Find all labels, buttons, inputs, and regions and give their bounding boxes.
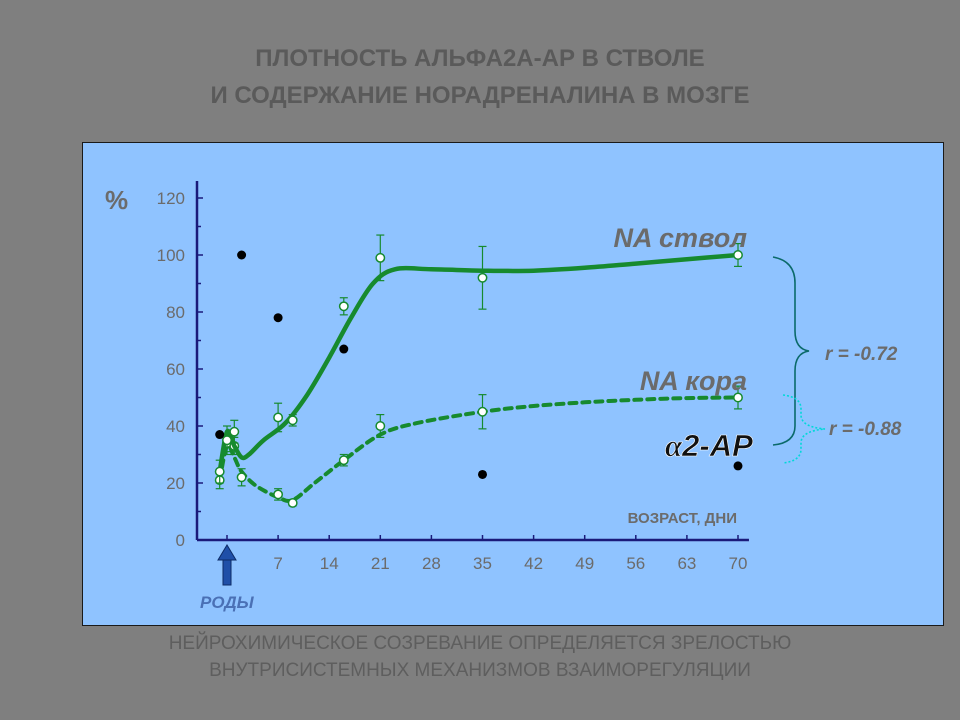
x-tick-label: 70	[729, 554, 748, 573]
x-tick-label: 21	[371, 554, 390, 573]
footer-line-1: НЕЙРОХИМИЧЕСКОЕ СОЗРЕВАНИЕ ОПРЕДЕЛЯЕТСЯ …	[168, 633, 792, 654]
y-tick-label: 60	[166, 360, 185, 379]
y-tick-label: 0	[176, 531, 185, 550]
alpha2-ar-text: 2-АР	[681, 428, 753, 463]
label-na-stem: NA ствол	[614, 223, 748, 253]
x-tick-label: 63	[677, 554, 696, 573]
x-tick-label: 49	[575, 554, 594, 573]
slide-title: ПЛОТНОСТЬ АЛЬФА2А-АР В СТВОЛЕ И СОДЕРЖАН…	[0, 40, 960, 114]
y-tick-label: 40	[166, 417, 185, 436]
data-point	[478, 469, 487, 479]
birth-arrow-annotation: РОДЫ	[200, 544, 255, 612]
birth-arrow-icon	[217, 544, 237, 561]
data-point	[222, 435, 232, 446]
data-point	[237, 250, 247, 260]
data-point	[287, 415, 298, 426]
data-point	[229, 426, 240, 437]
data-point	[214, 466, 225, 477]
slide-title-line-1: ПЛОТНОСТЬ АЛЬФА2А-АР В СТВОЛЕ	[255, 45, 705, 72]
data-point	[236, 472, 247, 483]
data-point	[375, 252, 386, 263]
y-axis-label: %	[105, 185, 128, 215]
data-point	[339, 344, 349, 354]
correlation-cortex-label: r = -0.88	[829, 419, 902, 440]
data-point	[733, 461, 743, 471]
series-line-na_stem	[217, 252, 741, 474]
x-tick-label: 42	[524, 554, 543, 573]
data-point	[338, 455, 349, 466]
data-point	[733, 392, 743, 403]
data-point	[273, 412, 284, 423]
birth-arrow-label: РОДЫ	[200, 593, 255, 612]
data-point	[477, 272, 488, 283]
slide-title-line-2: И СОДЕРЖАНИЕ НОРАДРЕНАЛИНА В МОЗГЕ	[210, 82, 750, 109]
y-tick-label: 80	[166, 303, 185, 322]
y-tick-label: 20	[166, 474, 185, 493]
x-tick-label: 7	[273, 554, 282, 573]
label-alpha2-ar: α2-АР	[665, 428, 753, 463]
brace-na-stem	[772, 256, 810, 446]
chart-svg: 02040608010012007142128354249566370%ВОЗР…	[105, 181, 902, 612]
data-point	[287, 498, 298, 508]
footer-line-2: ВНУТРИСИСТЕМНЫХ МЕХАНИЗМОВ ВЗАИМОРЕГУЛЯЦ…	[209, 660, 751, 681]
series-line-na_cortex	[217, 395, 740, 503]
series-na_stem	[214, 234, 743, 484]
data-point	[215, 430, 225, 440]
brace-na-cortex	[782, 394, 826, 464]
y-tick-label: 100	[157, 246, 185, 265]
x-tick-label: 14	[320, 554, 339, 573]
correlation-braces: r = -0.72 r = -0.88	[772, 256, 902, 464]
data-point	[273, 313, 283, 323]
data-point	[273, 489, 284, 500]
label-na-cortex: NA кора	[640, 366, 747, 396]
data-point	[375, 421, 386, 431]
data-point	[338, 301, 349, 312]
slide-footer: НЕЙРОХИМИЧЕСКОЕ СОЗРЕВАНИЕ ОПРЕДЕЛЯЕТСЯ …	[0, 630, 960, 684]
x-tick-label: 35	[473, 554, 492, 573]
correlation-stem-label: r = -0.72	[825, 344, 898, 365]
data-point	[477, 406, 488, 417]
alpha-glyph: α	[665, 428, 683, 463]
y-tick-label: 120	[157, 189, 185, 208]
data-point	[733, 250, 743, 260]
x-axis-label: ВОЗРАСТ, ДНИ	[628, 510, 737, 527]
birth-arrow-shaft	[222, 558, 232, 586]
series-labels: NA ствол NA кора α2-АР	[614, 223, 754, 463]
series-alpha2	[215, 250, 743, 479]
x-tick-label: 56	[626, 554, 645, 573]
axes: 02040608010012007142128354249566370%ВОЗР…	[105, 181, 749, 573]
x-tick-label: 28	[422, 554, 441, 573]
series-na_cortex	[214, 385, 743, 508]
chart-panel: 02040608010012007142128354249566370%ВОЗР…	[82, 142, 944, 626]
